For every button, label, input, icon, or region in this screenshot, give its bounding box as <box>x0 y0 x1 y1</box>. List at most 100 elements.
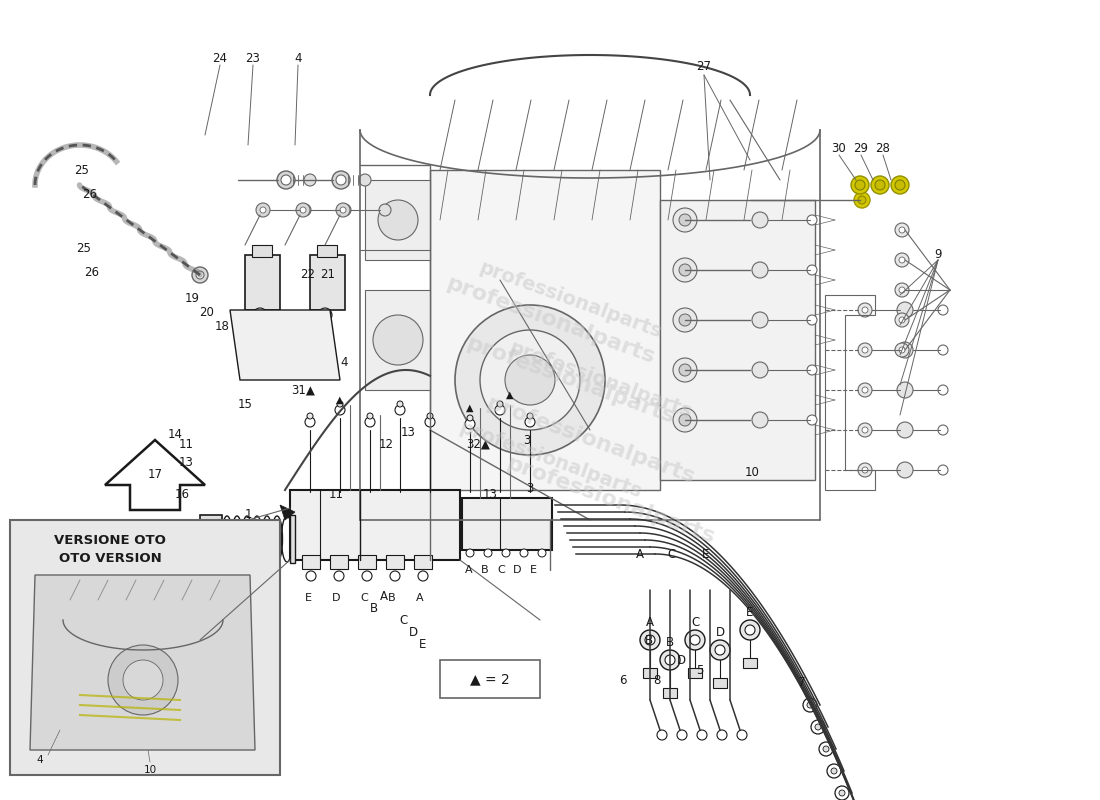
Circle shape <box>896 342 913 358</box>
Bar <box>218 519 222 559</box>
Circle shape <box>807 215 817 225</box>
Circle shape <box>196 271 204 279</box>
Circle shape <box>862 387 868 393</box>
Circle shape <box>676 730 688 740</box>
Text: 28: 28 <box>876 142 890 154</box>
Circle shape <box>871 176 889 194</box>
Polygon shape <box>230 310 340 380</box>
Circle shape <box>710 640 730 660</box>
Circle shape <box>815 724 821 730</box>
Circle shape <box>673 408 697 432</box>
Circle shape <box>640 630 660 650</box>
Bar <box>317 245 337 257</box>
Circle shape <box>466 549 474 557</box>
Circle shape <box>896 382 913 398</box>
Text: A: A <box>379 590 388 602</box>
Circle shape <box>899 347 905 353</box>
Circle shape <box>862 307 868 313</box>
Text: D: D <box>715 626 725 638</box>
Text: E: E <box>305 593 311 603</box>
Text: 20: 20 <box>199 306 214 318</box>
Circle shape <box>854 192 870 208</box>
Text: 26: 26 <box>82 187 98 201</box>
Text: 13: 13 <box>483 487 497 501</box>
Circle shape <box>359 174 371 186</box>
Text: 4: 4 <box>295 51 301 65</box>
Text: 13: 13 <box>400 426 416 438</box>
Circle shape <box>390 571 400 581</box>
Text: C: C <box>360 593 367 603</box>
Circle shape <box>192 267 208 283</box>
Text: D: D <box>408 626 418 638</box>
Text: 13: 13 <box>178 455 194 469</box>
Circle shape <box>807 315 817 325</box>
Text: 18: 18 <box>214 319 230 333</box>
Circle shape <box>397 401 403 407</box>
Text: E: E <box>529 565 537 575</box>
Circle shape <box>320 320 330 330</box>
Bar <box>365 180 430 260</box>
Text: D: D <box>513 565 521 575</box>
Circle shape <box>673 308 697 332</box>
Circle shape <box>427 413 433 419</box>
Circle shape <box>752 412 768 428</box>
Bar <box>245 255 280 310</box>
Text: E: E <box>746 606 754 618</box>
Circle shape <box>679 264 691 276</box>
Text: C: C <box>497 565 505 575</box>
Circle shape <box>418 571 428 581</box>
Circle shape <box>296 203 310 217</box>
Text: C: C <box>668 549 676 562</box>
Circle shape <box>896 462 913 478</box>
Circle shape <box>334 571 344 581</box>
Circle shape <box>752 262 768 278</box>
Text: C: C <box>399 614 407 626</box>
Circle shape <box>502 549 510 557</box>
Circle shape <box>855 180 865 190</box>
Text: 30: 30 <box>832 142 846 154</box>
Circle shape <box>858 196 866 204</box>
Circle shape <box>455 305 605 455</box>
Text: professionalparts: professionalparts <box>476 258 664 342</box>
Bar <box>430 170 660 490</box>
Text: 19: 19 <box>185 291 199 305</box>
Text: A: A <box>646 615 654 629</box>
Text: 27: 27 <box>696 59 712 73</box>
Circle shape <box>378 200 418 240</box>
Bar <box>290 490 460 560</box>
Circle shape <box>752 212 768 228</box>
Bar <box>330 555 348 569</box>
Text: 11: 11 <box>178 438 194 451</box>
Text: 9: 9 <box>934 249 942 262</box>
Text: E: E <box>419 638 427 650</box>
Bar <box>440 660 540 698</box>
Circle shape <box>938 305 948 315</box>
Circle shape <box>896 422 913 438</box>
Text: 23: 23 <box>245 51 261 65</box>
Text: VERSIONE OTO: VERSIONE OTO <box>54 534 166 546</box>
Circle shape <box>862 347 868 353</box>
Text: 10: 10 <box>143 765 156 775</box>
Circle shape <box>858 383 872 397</box>
Bar <box>688 668 702 678</box>
Circle shape <box>480 330 580 430</box>
Circle shape <box>874 180 886 190</box>
Circle shape <box>803 698 817 712</box>
Circle shape <box>336 405 345 415</box>
Text: 3: 3 <box>526 482 534 494</box>
Bar <box>660 200 815 480</box>
Circle shape <box>895 180 905 190</box>
Circle shape <box>835 786 849 800</box>
Circle shape <box>666 655 675 665</box>
Circle shape <box>858 343 872 357</box>
Circle shape <box>673 358 697 382</box>
Circle shape <box>679 364 691 376</box>
Circle shape <box>299 204 311 216</box>
Circle shape <box>895 313 909 327</box>
Circle shape <box>752 362 768 378</box>
Circle shape <box>525 417 535 427</box>
Circle shape <box>367 413 373 419</box>
Text: 6: 6 <box>619 674 627 686</box>
Circle shape <box>256 203 270 217</box>
Circle shape <box>484 549 492 557</box>
